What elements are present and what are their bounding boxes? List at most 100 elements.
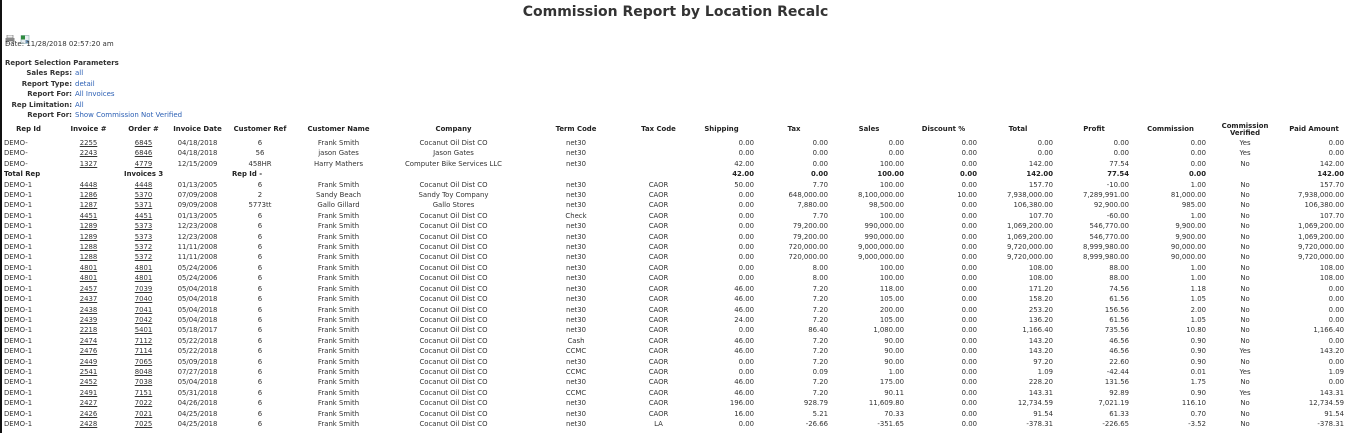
column-header-paid-amount[interactable]: Paid Amount [1289,125,1339,134]
order-number-link[interactable]: 7112 [134,336,153,345]
order-number-cell[interactable]: 7041 [122,305,167,315]
invoice-number-link[interactable]: 2439 [79,315,98,324]
invoice-number-cell[interactable]: 2491 [57,388,122,398]
invoice-number-cell[interactable]: 1286 [57,190,122,200]
order-number-link[interactable]: 5372 [134,243,153,252]
column-header-shipping[interactable]: Shipping [704,125,739,134]
order-number-link[interactable]: 5401 [134,326,153,335]
order-number-cell[interactable]: 7038 [122,377,167,387]
column-header-rep-id[interactable]: Rep Id [16,125,41,134]
column-header-profit[interactable]: Profit [1083,125,1105,134]
invoice-number-cell[interactable]: 2439 [57,315,122,325]
order-number-link[interactable]: 7041 [134,305,153,314]
order-number-link[interactable]: 5372 [134,253,153,262]
order-number-link[interactable]: 5370 [134,191,153,200]
invoice-number-link[interactable]: 1286 [79,191,98,200]
invoice-number-cell[interactable]: 2449 [57,357,122,367]
order-number-link[interactable]: 7021 [134,409,153,418]
order-number-cell[interactable]: 7040 [122,294,167,304]
order-number-cell[interactable]: 5371 [122,200,167,210]
order-number-cell[interactable]: 8048 [122,367,167,377]
invoice-number-cell[interactable]: 2427 [57,398,122,408]
order-number-cell[interactable]: 7112 [122,336,167,346]
invoice-number-cell[interactable]: 2438 [57,305,122,315]
column-header-sales[interactable]: Sales [858,125,880,134]
invoice-number-link[interactable]: 2474 [79,336,98,345]
order-number-link[interactable]: 7042 [134,315,153,324]
order-number-cell[interactable]: 7065 [122,357,167,367]
invoice-number-link[interactable]: 2427 [79,399,98,408]
invoice-number-cell[interactable]: 2437 [57,294,122,304]
order-number-link[interactable]: 5371 [134,201,153,210]
order-number-link[interactable]: 7039 [134,284,153,293]
order-number-link[interactable]: 7025 [134,419,153,428]
order-number-cell[interactable]: 5401 [122,325,167,335]
order-number-cell[interactable]: 4801 [122,273,167,283]
invoice-number-link[interactable]: 2428 [79,419,98,428]
invoice-number-cell[interactable]: 2476 [57,346,122,356]
invoice-number-cell[interactable]: 2218 [57,325,122,335]
invoice-number-cell[interactable]: 4451 [57,211,122,221]
order-number-cell[interactable]: 7021 [122,409,167,419]
order-number-cell[interactable]: 7042 [122,315,167,325]
column-header-invoice-number[interactable]: Invoice # [70,125,107,134]
column-header-tax[interactable]: Tax [787,125,801,134]
invoice-number-cell[interactable]: 2243 [57,148,122,158]
invoice-number-cell[interactable]: 2541 [57,367,122,377]
invoice-number-cell[interactable]: 1287 [57,200,122,210]
invoice-number-link[interactable]: 2243 [79,149,98,158]
order-number-cell[interactable]: 7025 [122,419,167,429]
invoice-number-cell[interactable]: 1289 [57,232,122,242]
column-header-term-code[interactable]: Term Code [555,125,597,134]
order-number-link[interactable]: 6846 [134,149,153,158]
column-header-tax-code[interactable]: Tax Code [641,125,676,134]
column-header-company[interactable]: Company [435,125,472,134]
excel-export-icon[interactable] [20,29,30,44]
invoice-number-cell[interactable]: 4801 [57,263,122,273]
order-number-link[interactable]: 4779 [134,159,153,168]
invoice-number-link[interactable]: 1288 [79,243,98,252]
order-number-cell[interactable]: 7151 [122,388,167,398]
invoice-number-link[interactable]: 2491 [79,388,98,397]
order-number-link[interactable]: 8048 [134,367,153,376]
invoice-number-link[interactable]: 1289 [79,222,98,231]
order-number-cell[interactable]: 5372 [122,242,167,252]
invoice-number-link[interactable]: 2426 [79,409,98,418]
order-number-link[interactable]: 7040 [134,295,153,304]
invoice-number-cell[interactable]: 1288 [57,242,122,252]
invoice-number-link[interactable]: 2218 [79,326,98,335]
column-header-commission-verified[interactable]: Commission Verified [1221,122,1269,137]
order-number-cell[interactable]: 6846 [122,148,167,158]
print-icon[interactable] [5,29,15,45]
invoice-number-cell[interactable]: 2428 [57,419,122,429]
order-number-cell[interactable]: 4779 [122,159,167,169]
invoice-number-cell[interactable]: 2426 [57,409,122,419]
order-number-cell[interactable]: 5373 [122,221,167,231]
invoice-number-cell[interactable]: 2452 [57,377,122,387]
invoice-number-link[interactable]: 1288 [79,253,98,262]
order-number-link[interactable]: 4451 [134,211,153,220]
invoice-number-link[interactable]: 1289 [79,232,98,241]
column-header-invoice-date[interactable]: Invoice Date [173,125,222,134]
invoice-number-link[interactable]: 4451 [79,211,98,220]
order-number-link[interactable]: 4801 [134,263,153,272]
invoice-number-link[interactable]: 2437 [79,295,98,304]
invoice-number-link[interactable]: 2541 [79,367,98,376]
order-number-link[interactable]: 5373 [134,222,153,231]
invoice-number-cell[interactable]: 4801 [57,273,122,283]
invoice-number-cell[interactable]: 1327 [57,159,122,169]
order-number-link[interactable]: 7038 [134,378,153,387]
column-header-total[interactable]: Total [1008,125,1028,134]
order-number-cell[interactable]: 5373 [122,232,167,242]
invoice-number-link[interactable]: 2457 [79,284,98,293]
order-number-cell[interactable]: 6845 [122,138,167,148]
invoice-number-link[interactable]: 4801 [79,263,98,272]
order-number-link[interactable]: 7065 [134,357,153,366]
order-number-cell[interactable]: 5372 [122,252,167,262]
invoice-number-link[interactable]: 2438 [79,305,98,314]
invoice-number-link[interactable]: 2255 [79,139,98,147]
column-header-customer-name[interactable]: Customer Name [307,125,370,134]
invoice-number-link[interactable]: 4801 [79,274,98,283]
order-number-link[interactable]: 5373 [134,232,153,241]
column-header-commission[interactable]: Commission [1147,125,1194,134]
